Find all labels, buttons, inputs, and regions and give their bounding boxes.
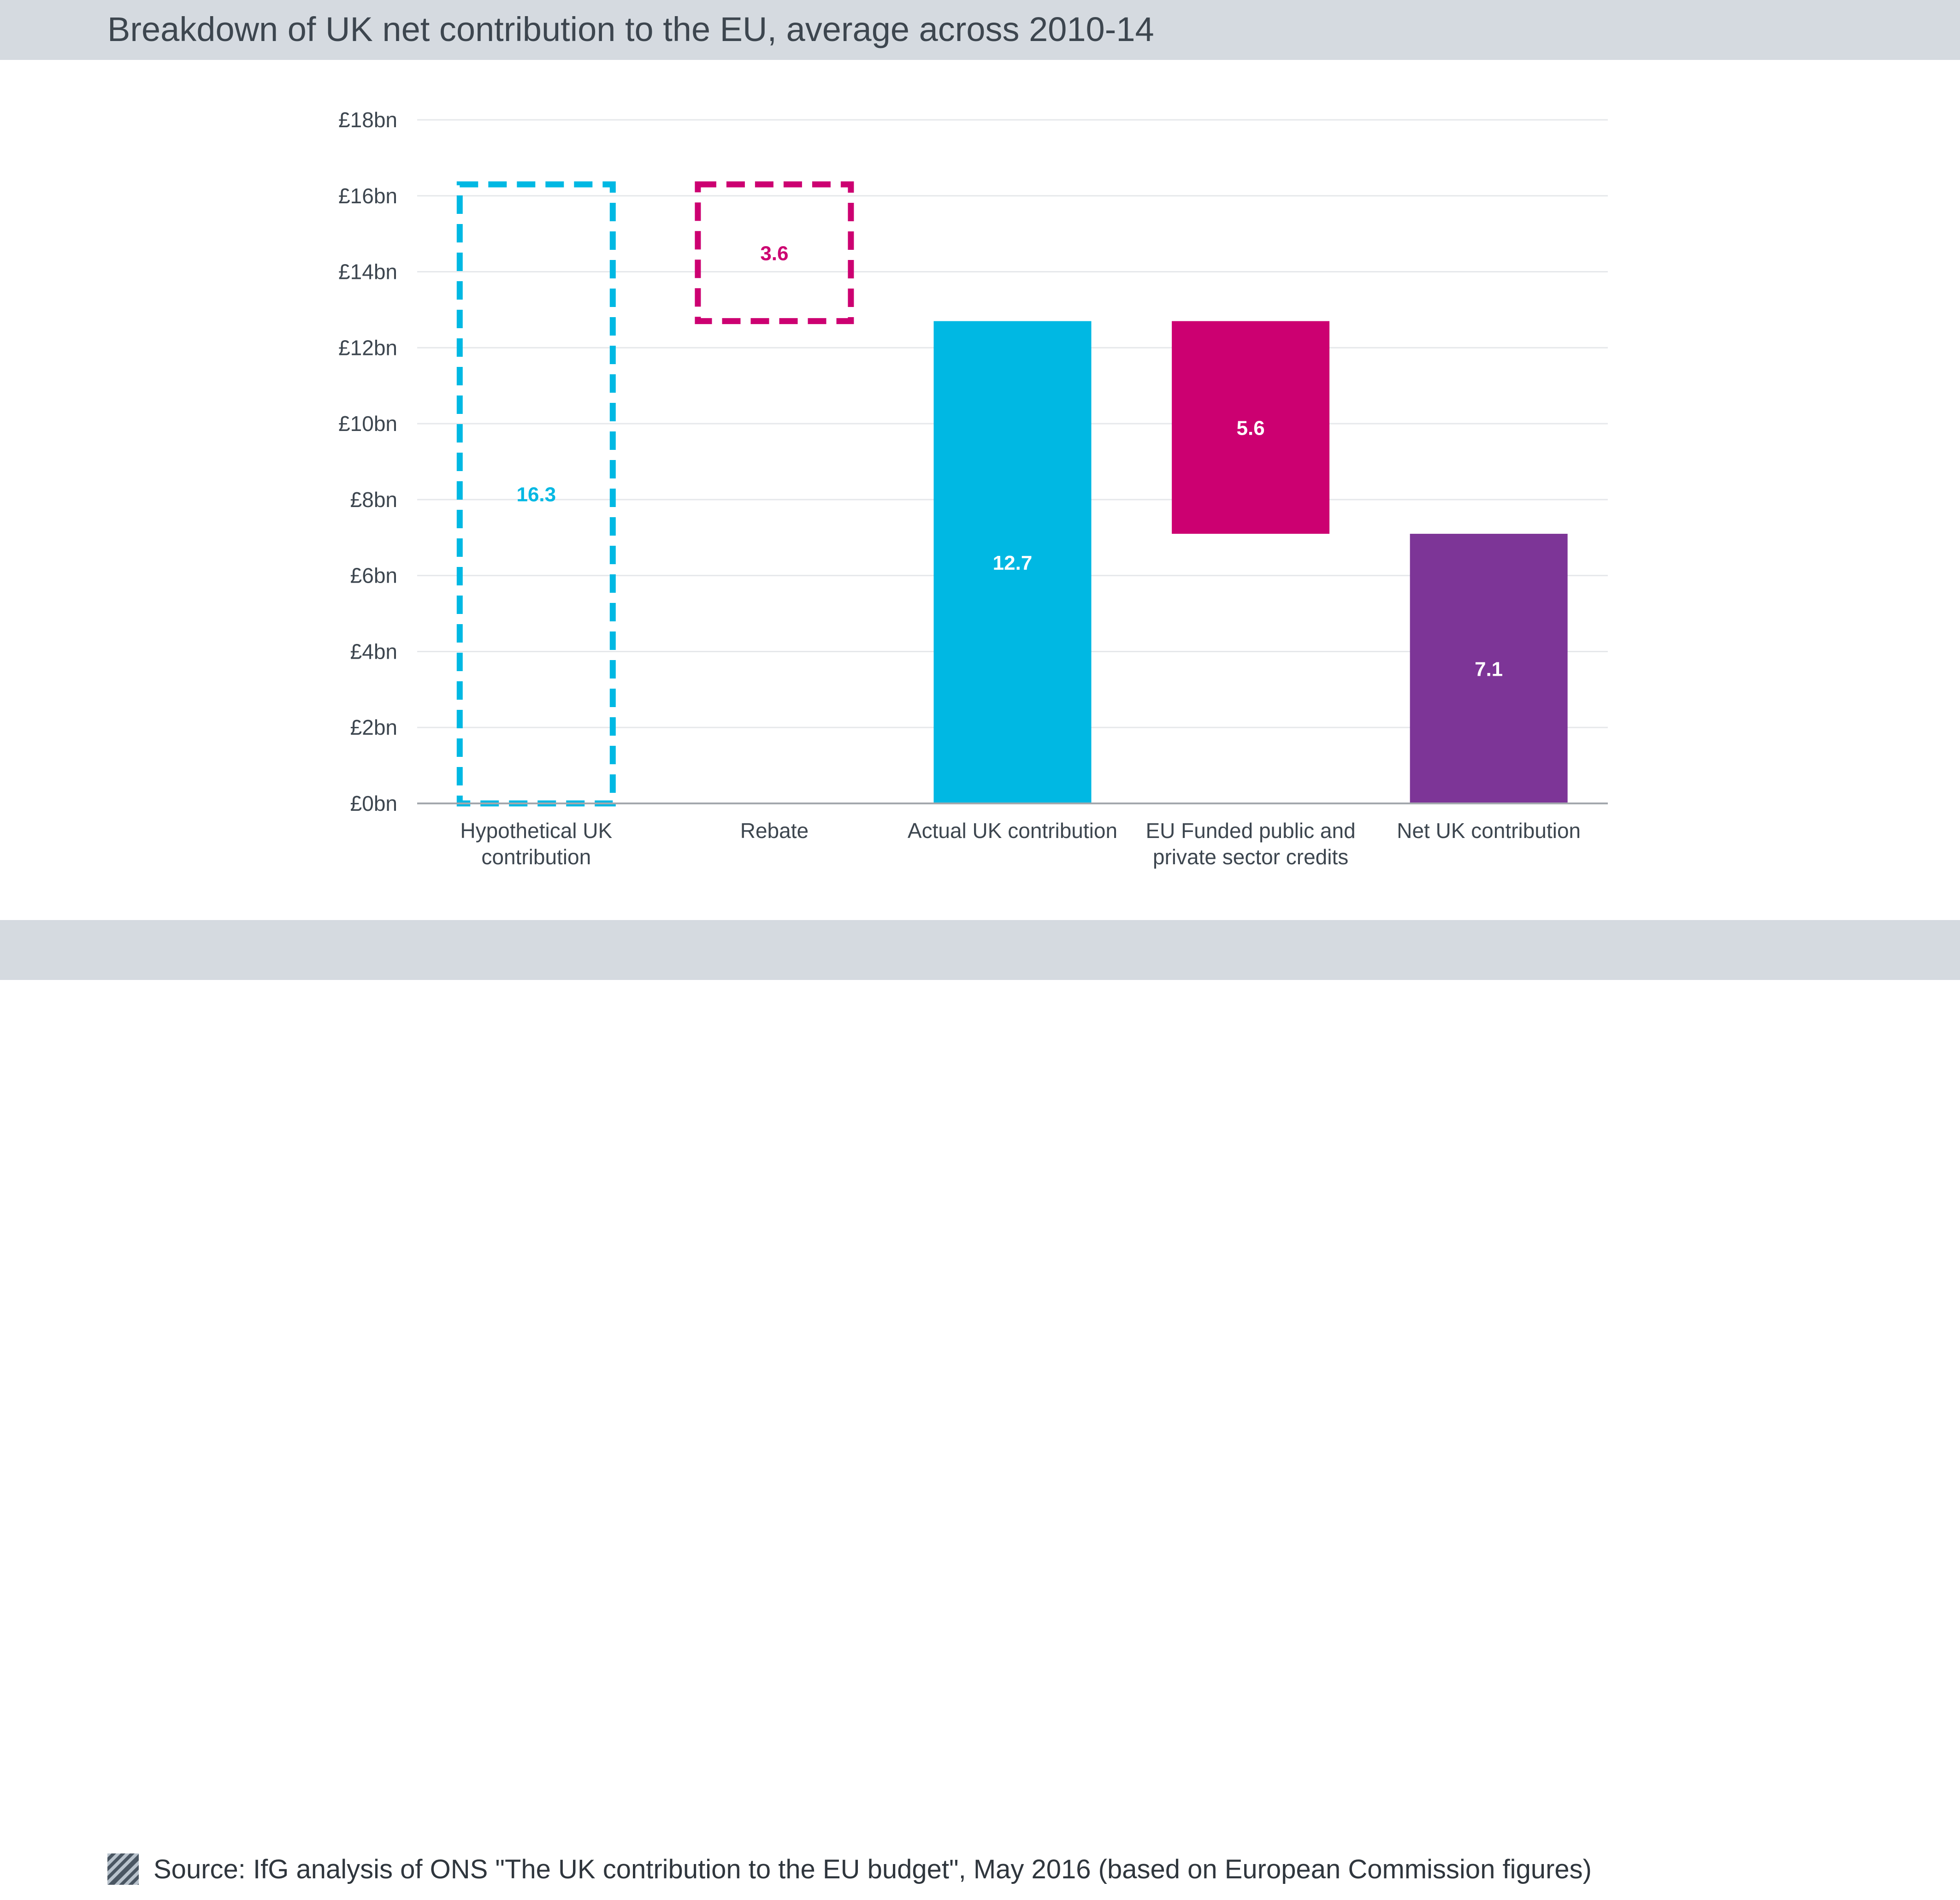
bar [1410,534,1568,803]
value-label: 3.6 [760,242,788,265]
category-label: Rebate [740,819,809,843]
y-tick-label: £10bn [338,412,397,436]
y-tick-label: £18bn [338,108,397,132]
y-tick-label: £16bn [338,184,397,208]
y-tick-label: £12bn [338,336,397,360]
category-label: Net UK contribution [1397,819,1581,843]
value-label: 5.6 [1237,417,1265,439]
category-label: contribution [481,845,591,869]
category-label: private sector credits [1153,845,1348,869]
value-label: 12.7 [993,552,1033,574]
y-tick-label: £6bn [350,564,397,588]
category-label: EU Funded public and [1145,819,1355,843]
source-note: Source: IfG analysis of ONS "The UK cont… [153,1854,1592,1884]
header-bar: Breakdown of UK net contribution to the … [0,0,1960,60]
y-tick-label: £0bn [350,791,397,815]
category-label: Actual UK contribution [908,819,1117,843]
bar [933,321,1092,803]
category-label: Hypothetical UK [460,819,612,843]
y-tick-label: £8bn [350,488,397,512]
waterfall-chart: £0bn £2bn £4bn £6bn £8bn £10bn £12bn £14bn £16bn… [338,108,1608,869]
chart-title: Breakdown of UK net contribution to the … [107,10,1154,48]
y-tick-label: £14bn [338,260,397,284]
value-label: 7.1 [1475,658,1503,681]
bar-dashed [456,181,616,807]
value-label: 16.3 [516,484,556,506]
y-tick-label: £4bn [350,639,397,663]
footer-bar: Source: IfG analysis of ONS "The UK cont… [0,920,1960,1885]
bar [1172,321,1330,534]
y-tick-label: £2bn [350,715,397,739]
source-icon [107,1853,139,1885]
